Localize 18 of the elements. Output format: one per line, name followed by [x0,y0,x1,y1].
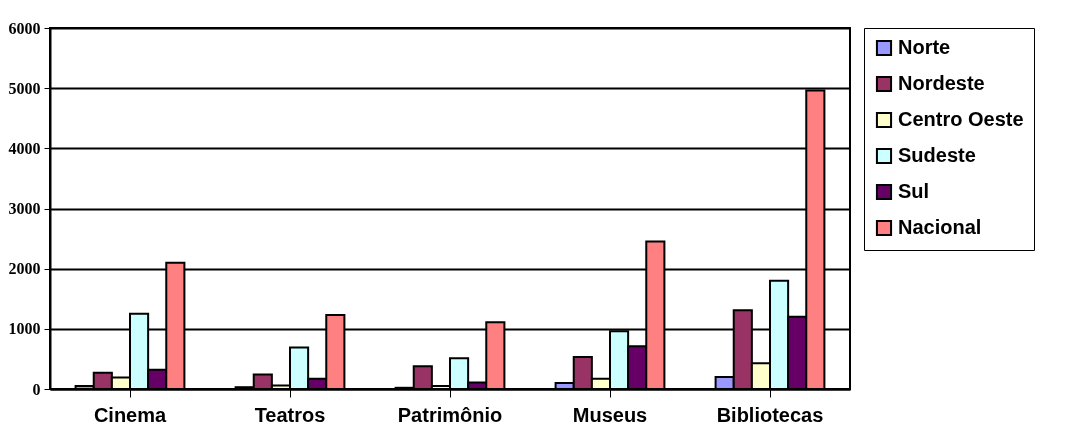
x-tick-label: Teatros [254,403,326,426]
x-tick-label: Patrimônio [397,403,503,426]
y-tick-label: 1000 [8,320,41,338]
x-tick-label: Cinema [93,403,167,426]
y-tick-label: 6000 [8,19,41,37]
legend-label: Nordeste [898,72,985,94]
y-tick-label: 0 [32,380,41,398]
legend-label: Sudeste [898,144,976,166]
y-tick-label: 5000 [8,79,41,97]
legend-label: Norte [898,36,951,58]
legend-label: Centro Oeste [898,108,1024,130]
x-tick-label: Museus [572,403,648,426]
y-tick-label: 3000 [8,200,41,217]
legend-label: Sul [898,180,930,202]
y-tick-label: 4000 [8,139,41,157]
legend-label: Nacional [898,216,982,238]
y-tick-label: 2000 [8,260,41,278]
x-tick-label: Bibliotecas [716,403,824,426]
